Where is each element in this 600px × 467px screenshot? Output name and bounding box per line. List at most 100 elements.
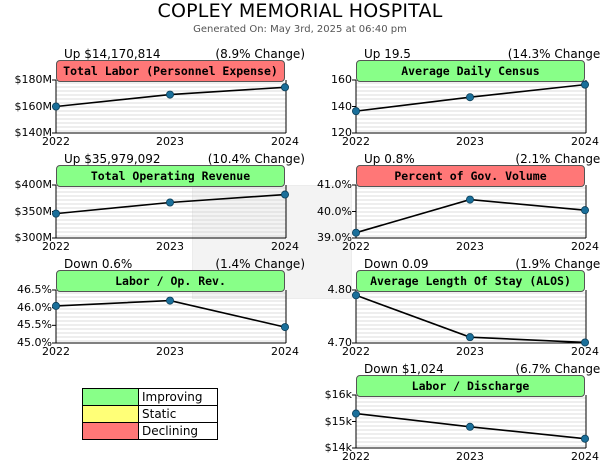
x-tick-label: 2024 bbox=[271, 345, 299, 358]
legend-label-static: Static bbox=[142, 407, 177, 421]
y-tick-label: 45.5% bbox=[17, 318, 52, 332]
line-chart bbox=[352, 79, 589, 134]
y-tick-label: 120 bbox=[331, 126, 352, 139]
y-tick-label: 46.0% bbox=[17, 300, 52, 314]
legend-label-improving: Improving bbox=[142, 390, 203, 404]
chart-panel: Down 0.09 (1.9% Change) Average Length Of … bbox=[328, 257, 600, 362]
y-tick-label: $400M bbox=[14, 178, 53, 191]
x-tick-label: 2024 bbox=[271, 240, 299, 253]
y-tick-label: 46.5% bbox=[17, 283, 52, 296]
data-point bbox=[166, 198, 175, 207]
data-point bbox=[166, 296, 175, 305]
data-point bbox=[52, 301, 60, 310]
x-tick-label: 2024 bbox=[571, 450, 599, 463]
change-percent: (1.4% Change) bbox=[215, 257, 305, 271]
chart-title-banner: Labor / Discharge bbox=[356, 375, 585, 397]
chart-title-banner: Total Operating Revenue bbox=[56, 165, 285, 187]
legend-row-static: Static bbox=[83, 406, 217, 423]
x-tick-label: 2024 bbox=[271, 135, 299, 148]
data-point bbox=[280, 83, 289, 92]
line-chart bbox=[52, 79, 289, 134]
chart-panel: Up $14,170,814 (8.9% Change) Total Labor (… bbox=[15, 47, 311, 152]
line-chart bbox=[352, 289, 589, 347]
data-point bbox=[466, 422, 475, 431]
data-point bbox=[352, 228, 360, 237]
y-tick-label: $300M bbox=[14, 231, 53, 244]
data-point bbox=[352, 107, 360, 116]
legend-row-improving: Improving bbox=[83, 389, 217, 406]
line-chart bbox=[52, 289, 289, 344]
chart-title-banner: Percent of Gov. Volume bbox=[356, 165, 585, 187]
data-point bbox=[52, 102, 60, 111]
y-tick-label: 39.0% bbox=[317, 231, 352, 244]
data-point bbox=[580, 206, 589, 215]
y-tick-label: 4.70 bbox=[327, 336, 353, 349]
x-tick-label: 2022 bbox=[42, 240, 70, 253]
change-percent: (1.9% Change) bbox=[515, 257, 600, 271]
change-amount: Up $35,979,092 bbox=[64, 152, 161, 166]
change-amount: Up $14,170,814 bbox=[64, 47, 161, 61]
chart-panel: Down $1,024 (6.7% Change) Labor / Discharg… bbox=[325, 362, 600, 467]
line-chart bbox=[52, 184, 289, 239]
x-tick-label: 2023 bbox=[156, 240, 184, 253]
x-tick-label: 2023 bbox=[156, 135, 184, 148]
chart-title-banner: Average Length Of Stay (ALOS) bbox=[356, 270, 585, 292]
legend-swatch-improving bbox=[83, 389, 139, 405]
change-percent: (14.3% Change) bbox=[507, 47, 600, 61]
legend-swatch-static bbox=[83, 406, 139, 422]
change-percent: (2.1% Change) bbox=[515, 152, 600, 166]
chart-panel: Up 0.8% (2.1% Change) Percent of Gov. Volu… bbox=[317, 152, 600, 257]
chart-title-banner: Total Labor (Personnel Expense) bbox=[56, 60, 285, 82]
data-point bbox=[52, 209, 60, 218]
chart-panel: Up $35,979,092 (10.4% Change) Total Operat… bbox=[15, 152, 311, 257]
y-tick-label: 40.0% bbox=[317, 204, 352, 218]
generated-timestamp: Generated On: May 3rd, 2025 at 06:40 pm bbox=[193, 24, 407, 35]
x-tick-label: 2022 bbox=[42, 345, 70, 358]
data-point bbox=[580, 338, 589, 347]
change-percent: (8.9% Change) bbox=[215, 47, 305, 61]
x-tick-label: 2023 bbox=[456, 240, 484, 253]
y-tick-label: 140 bbox=[331, 99, 352, 113]
x-tick-label: 2024 bbox=[571, 135, 599, 148]
x-tick-label: 2023 bbox=[156, 345, 184, 358]
x-tick-label: 2023 bbox=[456, 450, 484, 463]
legend-label-declining: Declining bbox=[142, 424, 199, 438]
legend-swatch-declining bbox=[83, 423, 139, 439]
legend-row-declining: Declining bbox=[83, 423, 217, 439]
y-tick-label: 160 bbox=[331, 73, 352, 86]
x-tick-label: 2023 bbox=[456, 345, 484, 358]
data-point bbox=[166, 90, 175, 99]
change-amount: Down 0.09 bbox=[364, 257, 429, 271]
chart-panel: Down 0.6% (1.4% Change) Labor / Op. Rev. 45… bbox=[17, 257, 311, 362]
data-point bbox=[280, 323, 289, 332]
x-tick-label: 2024 bbox=[571, 240, 599, 253]
data-point bbox=[580, 434, 589, 443]
x-tick-label: 2022 bbox=[342, 240, 370, 253]
data-point bbox=[466, 195, 475, 204]
x-tick-label: 2022 bbox=[342, 345, 370, 358]
y-tick-label: $16k bbox=[324, 388, 352, 401]
y-tick-label: $160M bbox=[14, 99, 53, 113]
change-percent: (10.4% Change) bbox=[207, 152, 305, 166]
x-tick-label: 2022 bbox=[42, 135, 70, 148]
status-legend: Improving Static Declining bbox=[82, 388, 218, 440]
chart-title-banner: Labor / Op. Rev. bbox=[56, 270, 285, 292]
y-tick-label: $15k bbox=[324, 414, 352, 428]
change-amount: Up 19.5 bbox=[364, 47, 411, 61]
y-tick-label: 4.80 bbox=[327, 283, 353, 296]
y-tick-label: $350M bbox=[14, 204, 53, 218]
x-tick-label: 2022 bbox=[342, 450, 370, 463]
x-tick-label: 2022 bbox=[342, 135, 370, 148]
data-point bbox=[352, 409, 360, 418]
change-amount: Up 0.8% bbox=[364, 152, 415, 166]
change-amount: Down $1,024 bbox=[364, 362, 444, 376]
data-point bbox=[580, 80, 589, 89]
x-tick-label: 2023 bbox=[456, 135, 484, 148]
data-point bbox=[466, 93, 475, 102]
y-tick-label: $140M bbox=[14, 126, 53, 139]
x-tick-label: 2024 bbox=[571, 345, 599, 358]
report-title: COPLEY MEMORIAL HOSPITAL bbox=[157, 0, 443, 22]
line-chart bbox=[352, 184, 589, 239]
change-percent: (6.7% Change) bbox=[515, 362, 600, 376]
change-amount: Down 0.6% bbox=[64, 257, 133, 271]
